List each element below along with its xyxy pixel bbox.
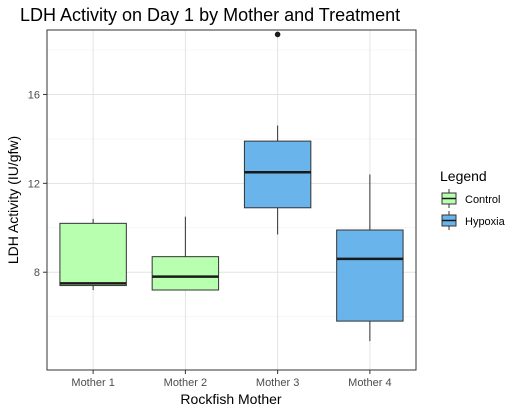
- box-mother-3: [243, 31, 312, 235]
- box-mother-4: [336, 174, 404, 342]
- axis-ticks: 8 12 16 Mother 1 Mother 2 Mother 3 Mother 4: [28, 89, 392, 389]
- chart-title: LDH Activity on Day 1 by Mother and Trea…: [20, 5, 400, 25]
- plot-border: [46, 29, 417, 371]
- x-tick-label: Mother 1: [71, 377, 114, 389]
- y-tick-label: 12: [28, 178, 40, 190]
- x-tick-label: Mother 2: [164, 377, 207, 389]
- outlier-point: [274, 31, 281, 38]
- legend-title: Legend: [440, 168, 487, 184]
- y-axis-title: LDH Activity (IU/gfw): [5, 136, 21, 264]
- x-tick-label: Mother 4: [348, 377, 391, 389]
- box-mother-1: [59, 218, 127, 290]
- y-tick-label: 16: [28, 89, 40, 101]
- y-tick-label: 8: [34, 267, 40, 279]
- legend-label: Hypoxia: [465, 216, 506, 228]
- legend-item-control: Control: [441, 189, 500, 208]
- x-tick-label: Mother 3: [256, 377, 299, 389]
- legend-label: Control: [465, 194, 500, 206]
- box-iqr: [243, 140, 312, 209]
- box-iqr: [151, 256, 220, 291]
- legend-item-hypoxia: Hypoxia: [441, 211, 506, 230]
- x-axis-title: Rockfish Mother: [180, 391, 281, 407]
- box-mother-2: [151, 216, 220, 291]
- boxes: [59, 31, 404, 342]
- legend: Legend Control Hypoxia: [440, 168, 506, 230]
- box-iqr: [336, 229, 404, 322]
- box-iqr: [59, 222, 127, 287]
